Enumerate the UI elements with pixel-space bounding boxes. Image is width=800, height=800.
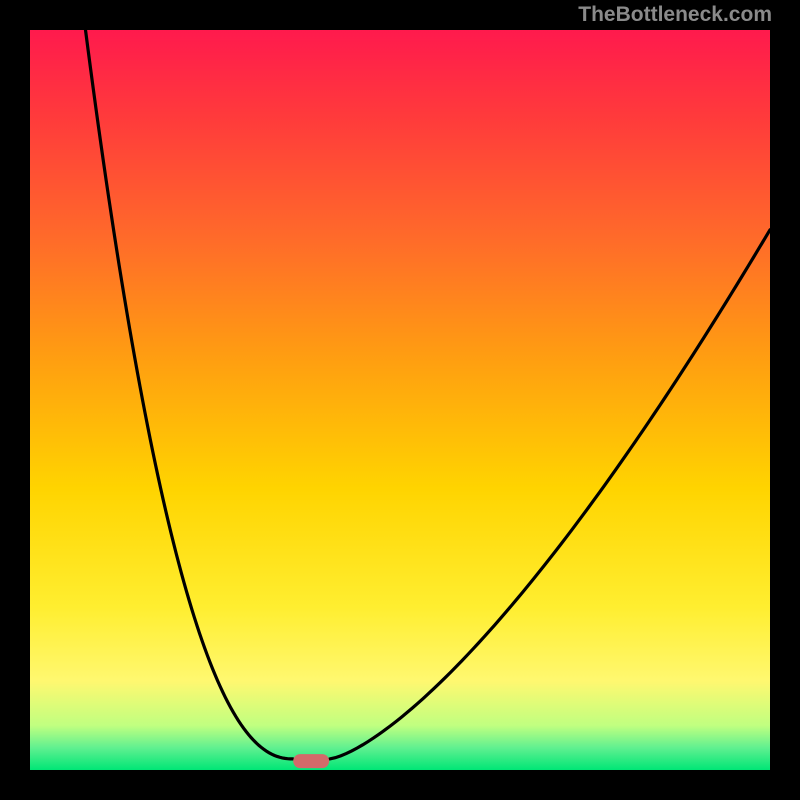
frame-left	[0, 0, 30, 800]
trough-marker	[293, 754, 329, 768]
frame-right	[770, 0, 800, 800]
watermark: TheBottleneck.com	[578, 3, 772, 27]
frame-bottom	[0, 770, 800, 800]
bottleneck-chart	[0, 0, 800, 800]
